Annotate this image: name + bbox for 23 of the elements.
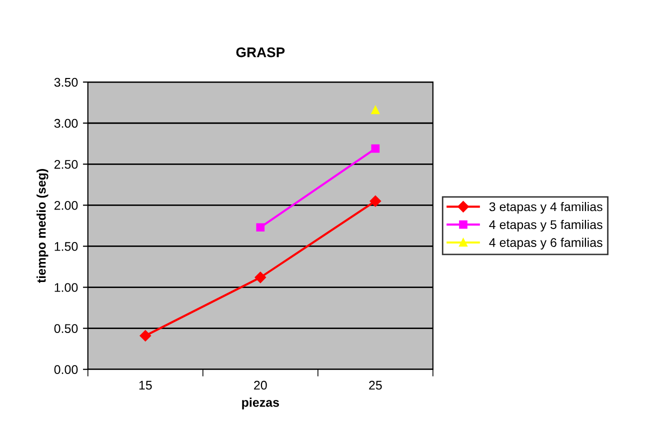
point [140, 330, 151, 342]
chart-title: GRASP [236, 47, 285, 58]
y-tick-label: 2.00 [54, 201, 78, 210]
y-tick-label: 1.00 [54, 283, 78, 292]
y-axis-title: tiempo medio (seg) [36, 169, 48, 283]
legend-label: 4 etapas y 6 familias [489, 238, 602, 250]
y-tick-label: 3.00 [54, 118, 78, 128]
point [256, 223, 265, 232]
point [370, 195, 382, 207]
point [371, 144, 380, 153]
y-tick-label: 0.00 [54, 365, 78, 374]
x-axis-title: piezas [242, 398, 279, 410]
y-tick-label: 1.50 [54, 242, 78, 251]
y-tick-label: 0.50 [54, 324, 78, 333]
point [254, 272, 266, 284]
y-tick-label: 2.50 [54, 160, 78, 169]
x-tick-label: 25 [369, 380, 382, 390]
legend-label: 3 etapas y 4 familias [489, 202, 602, 214]
x-tick-label: 20 [254, 380, 267, 390]
y-tick-label: 3.50 [54, 78, 78, 87]
x-tick-label: 15 [139, 380, 152, 390]
legend-label: 4 etapas y 5 familias [489, 220, 602, 232]
point [371, 106, 380, 114]
